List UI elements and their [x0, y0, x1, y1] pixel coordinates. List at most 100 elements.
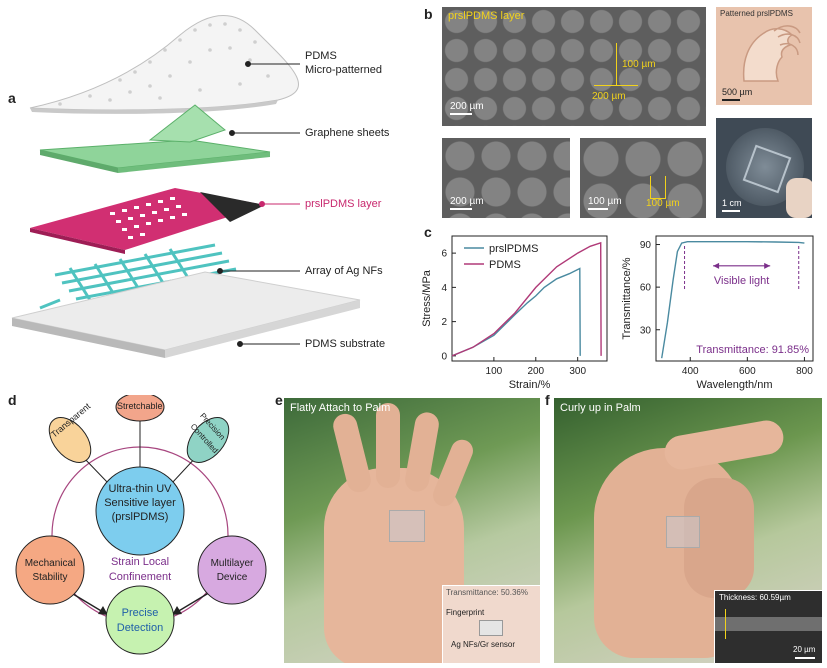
y-tick-label: 6	[441, 249, 447, 260]
y-tick-label: 90	[640, 240, 652, 251]
panel-letter-e: e	[275, 392, 283, 408]
legend-label: prslPDMS	[489, 243, 539, 255]
arrowhead-left	[713, 262, 720, 269]
sem-image-main: prslPDMS layer 100 µm 200 µm 200 µm	[442, 7, 706, 126]
cross-section-layer	[715, 617, 822, 631]
x-axis-label: Wavelength/nm	[696, 379, 772, 391]
x-axis-label: Strain/%	[509, 379, 551, 391]
scale-bar-tr	[722, 99, 740, 101]
series-line-prslpdms	[451, 267, 581, 357]
scale-bar-bl	[450, 208, 472, 210]
inset-fingerprint: Transmittance: 50.36% Fingerprint Ag NFs…	[442, 585, 540, 663]
mechanical-line-2: Stability	[32, 572, 68, 583]
photo-palm-curled: Curly up in Palm Thickness: 60.59µm 20 µ…	[554, 398, 822, 663]
thickness-label: Thickness: 60.59µm	[719, 593, 791, 602]
multilayer-line-1: Multilayer	[210, 558, 254, 569]
photo-f-title: Curly up in Palm	[560, 402, 641, 414]
label-micro-patterned: Micro-patterned	[305, 64, 383, 76]
layer-stack-illustration	[11, 15, 361, 358]
center-line-1: Ultra-thin UV	[108, 483, 172, 495]
scale-br-label: 1 cm	[722, 198, 742, 208]
pdms-substrate-layer	[11, 271, 361, 358]
finger-middle	[376, 403, 400, 488]
photo-e-title: Flatly Attach to Palm	[290, 402, 391, 414]
mechanical-line-1: Mechanical	[24, 558, 76, 569]
y-tick-label: 30	[640, 325, 652, 336]
pdms-dome-layer	[29, 15, 299, 114]
x-tick-label: 800	[796, 366, 813, 377]
multilayer-line-2: Device	[216, 572, 248, 583]
panel-letter-f: f	[545, 392, 550, 408]
graphene-layer	[39, 104, 271, 173]
scale-bar-bm	[588, 208, 608, 210]
chart-frame	[655, 235, 814, 362]
precise-line-2: Detection	[116, 622, 164, 634]
concept-diagram	[15, 395, 267, 655]
label-graphene-sheets: Graphene sheets	[305, 127, 390, 139]
label-pdms-substrate: PDMS substrate	[305, 338, 386, 350]
panel-letter-c: c	[424, 224, 432, 240]
label-prslpdms-layer: prslPDMS layer	[305, 198, 382, 210]
dim-horizontal-label: 200 µm	[592, 91, 626, 102]
y-tick-label: 60	[640, 283, 652, 294]
sensor-small	[479, 620, 503, 636]
device-photo: 1 cm	[716, 118, 812, 218]
dimension-bracket-bm	[650, 176, 666, 199]
center-line-2: Sensitive layer	[104, 497, 176, 509]
label-ag-nfs: Array of Ag NFs	[305, 265, 383, 277]
series-line-transmittance	[661, 240, 805, 359]
x-tick-label: 400	[682, 366, 699, 377]
scale-bar-br	[722, 210, 740, 212]
horse-pattern-icon	[742, 25, 801, 82]
finger-index	[330, 411, 374, 495]
y-axis-label: Stress/MPa	[421, 269, 433, 327]
sensor-label: Ag NFs/Gr sensor	[451, 640, 516, 649]
transmittance-value-label: Transmittance: 91.85%	[696, 344, 809, 356]
sem-image-bottom-left: 200 µm	[442, 138, 570, 218]
scale-bar-f	[795, 657, 815, 659]
finger-shape	[786, 178, 812, 218]
patterned-title: Patterned prslPDMS	[720, 9, 793, 18]
center-line-3: (prslPDMS)	[111, 511, 169, 523]
x-tick-label: 300	[569, 366, 586, 377]
dim-vertical-label: 100 µm	[622, 59, 656, 70]
inset-cross-section: Thickness: 60.59µm 20 µm	[714, 590, 822, 663]
sensor-patch-curled	[666, 516, 700, 548]
stress-strain-chart: 100 200 300 0 2 4 6 Strain/% Stress/MPa prslPDMS P…	[421, 235, 608, 391]
y-axis-label: Transmittance/%	[621, 257, 633, 339]
strain-line-2: Confinement	[108, 571, 172, 583]
arrowhead-right	[764, 262, 771, 269]
y-tick-label: 0	[441, 351, 447, 362]
finger-pinky	[429, 436, 477, 510]
dimension-line-horizontal	[594, 85, 638, 86]
fingerprint-label: Fingerprint	[446, 608, 485, 617]
panel-letter-b: b	[424, 6, 433, 22]
transmittance-label: Transmittance: 50.36%	[446, 588, 528, 597]
scale-tr-label: 500 µm	[722, 87, 753, 97]
sem-title: prslPDMS layer	[448, 10, 525, 22]
series-line-pdms	[451, 241, 602, 357]
label-pdms: PDMS	[305, 50, 337, 62]
scale-main-label: 200 µm	[450, 101, 484, 112]
y-tick-label: 4	[441, 283, 447, 294]
precise-line-1: Precise	[121, 607, 159, 619]
strain-line-1: Strain Local	[110, 556, 170, 568]
panel-letter-a: a	[8, 90, 16, 106]
x-tick-label: 600	[739, 366, 756, 377]
annotation-visible-light: Visible light	[714, 275, 769, 287]
sem-image-bottom-middle: 100 µm 100 µm	[580, 138, 706, 218]
photo-palm-flat: Flatly Attach to Palm Transmittance: 50.…	[284, 398, 540, 663]
prslpdms-pink-layer	[30, 188, 265, 254]
scale-bm-label: 100 µm	[588, 196, 622, 207]
dimension-line-vertical	[616, 43, 617, 85]
scale-bl-label: 200 µm	[450, 196, 484, 207]
bubble-stretchable: Stretchable	[117, 401, 163, 411]
legend-label: PDMS	[489, 259, 521, 271]
patterned-prslpdms-photo: Patterned prslPDMS 500 µm	[716, 7, 812, 105]
curled-thumb	[661, 417, 787, 473]
thickness-marker	[725, 609, 726, 639]
x-tick-label: 200	[527, 366, 544, 377]
x-tick-label: 100	[486, 366, 503, 377]
y-tick-label: 2	[441, 317, 447, 328]
panel-letter-d: d	[8, 392, 17, 408]
